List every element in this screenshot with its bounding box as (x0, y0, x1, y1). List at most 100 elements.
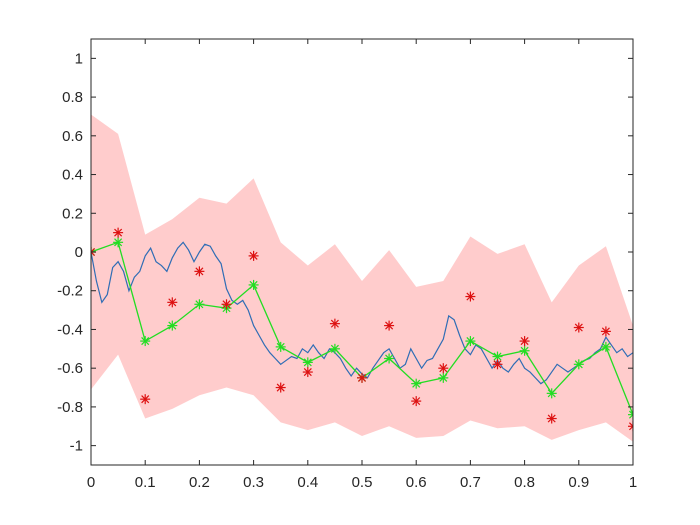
x-tick-label: 0.5 (352, 474, 373, 491)
x-tick-label: 0.6 (406, 474, 427, 491)
estimate-point-stroke (412, 379, 421, 388)
estimate-point (600, 341, 611, 352)
observation-point-stroke (91, 247, 96, 253)
estimate-point (519, 345, 530, 356)
estimate-point (492, 351, 503, 362)
observation-point-stroke (601, 327, 610, 336)
observation-point-stroke (574, 323, 583, 332)
observation-point-stroke (439, 364, 448, 373)
estimate-point (411, 378, 422, 389)
observation-point-stroke (628, 425, 633, 431)
estimate-point-stroke (601, 342, 610, 351)
observation-point (194, 266, 205, 277)
estimate-point (302, 357, 313, 368)
estimate-point-stroke (466, 337, 475, 346)
estimate-point-stroke (114, 238, 123, 247)
observation-point (519, 336, 530, 347)
x-tick-label: 0.7 (460, 474, 481, 491)
y-tick-label: 0 (75, 244, 83, 261)
estimate-point (140, 336, 151, 347)
estimate-point-stroke (628, 413, 633, 419)
observation-point (113, 227, 124, 238)
x-tick-label: 0.4 (297, 474, 318, 491)
estimate-point-stroke (303, 358, 312, 367)
x-tick-label: 1 (629, 474, 637, 491)
observation-point-stroke (303, 368, 312, 377)
observation-point-stroke (385, 321, 394, 330)
estimate-point (628, 409, 633, 420)
estimate-point (438, 372, 449, 383)
observation-point (384, 320, 395, 331)
observation-point (411, 396, 422, 407)
observation-point (275, 382, 286, 393)
observation-point-stroke (628, 422, 633, 428)
observation-point-stroke (493, 360, 502, 369)
y-tick-label: -0.6 (57, 360, 83, 377)
observation-point-stroke (330, 319, 339, 328)
y-tick-label: -1 (70, 438, 83, 455)
estimate-point (465, 336, 476, 347)
estimate-point-stroke (249, 280, 258, 289)
observation-point-stroke (276, 383, 285, 392)
observation-point (438, 363, 449, 374)
y-axis-ticks: 1 0.8 0.6 0.4 0.2 0 -0.2 -0.4 -0.6 -0.8 -1 (57, 50, 633, 455)
observation-point (248, 250, 259, 261)
x-tick-label: 0.8 (514, 474, 535, 491)
estimate-point (113, 237, 124, 248)
observation-point (221, 299, 232, 310)
x-axis-ticks: 0 0.1 0.2 0.3 0.4 0.5 0.6 0.7 0.8 0.9 1 (87, 39, 637, 491)
series-layer (91, 227, 633, 432)
observation-point (465, 291, 476, 302)
estimate-point-stroke (168, 321, 177, 330)
estimate-point (194, 299, 205, 310)
observation-point (167, 297, 178, 308)
x-tick-label: 0.2 (189, 474, 210, 491)
x-tick-label: 0.9 (568, 474, 589, 491)
estimate-point (248, 279, 259, 290)
observation-point-stroke (520, 337, 529, 346)
estimate-point (329, 343, 340, 354)
estimate-point-stroke (574, 360, 583, 369)
estimate-point-stroke (493, 352, 502, 361)
y-tick-label: -0.4 (57, 321, 83, 338)
estimate-point-stroke (385, 354, 394, 363)
observation-point-stroke (141, 395, 150, 404)
observation-point (302, 367, 313, 378)
observation-point (357, 372, 367, 383)
estimate-point-stroke (439, 373, 448, 382)
estimate-point (573, 359, 584, 370)
estimate-point (167, 320, 178, 331)
estimate-point-stroke (628, 410, 633, 416)
estimate-point (275, 341, 286, 352)
y-tick-label: 0.6 (62, 128, 83, 145)
observation-point-stroke (114, 228, 123, 237)
y-tick-label: 0.8 (62, 89, 83, 106)
estimate-point-stroke (195, 300, 204, 309)
y-tick-label: 1 (75, 50, 83, 67)
estimate-point-stroke (330, 344, 339, 353)
x-tick-label: 0.1 (135, 474, 156, 491)
observation-point (492, 359, 503, 370)
observation-point (628, 421, 633, 432)
observation-point-stroke (357, 373, 367, 382)
y-tick-label: -0.8 (57, 399, 83, 416)
estimate-point-stroke (547, 389, 556, 398)
observation-point-stroke (91, 251, 96, 257)
y-tick-label: 0.2 (62, 205, 83, 222)
observation-point-stroke (547, 414, 556, 423)
estimate-point-stroke (520, 346, 529, 355)
x-tick-label: 0 (87, 474, 95, 491)
x-tick-label: 0.3 (243, 474, 264, 491)
y-tick-label: -0.2 (57, 283, 83, 300)
estimate-point-stroke (141, 337, 150, 346)
estimate-point-stroke (276, 342, 285, 351)
observation-point-stroke (466, 292, 475, 301)
estimate-point (546, 388, 557, 399)
observation-point (573, 322, 584, 333)
estimate-point (384, 353, 395, 364)
observation-point-stroke (249, 251, 258, 260)
observation-point-stroke (168, 298, 177, 307)
observation-point (600, 326, 611, 337)
observation-point (329, 318, 340, 329)
